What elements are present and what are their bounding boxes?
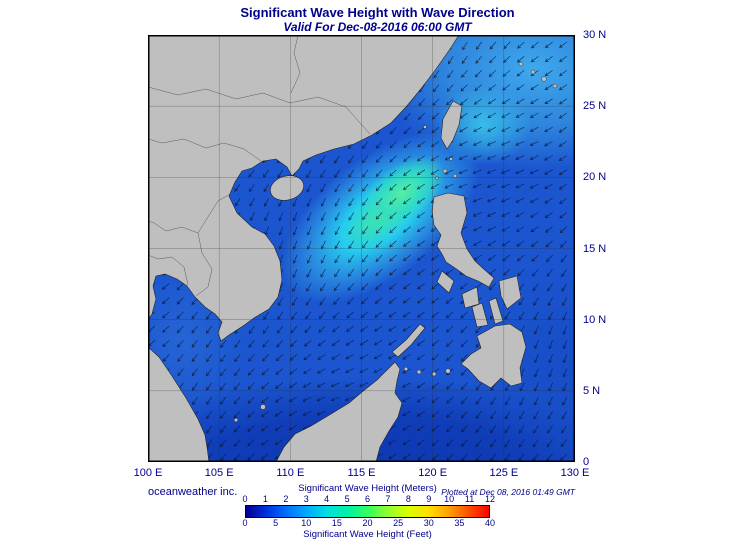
land-palawan [391,323,426,358]
colorbar-meters-tick: 7 [385,494,391,504]
plotted-timestamp: Plotted at Dec 08, 2016 01:49 GMT [441,487,575,497]
land-mainland-asia [148,35,460,342]
colorbar-meters-tick: 0 [242,494,248,504]
colorbar-meters-tick: 8 [405,494,411,504]
x-axis-tick-label: 130 E [560,467,590,479]
y-axis: 30 N 25 N 20 N 15 N 10 N 5 N 0 [583,29,628,468]
small-islands [233,61,558,423]
land-borneo [275,361,403,462]
colorbar-meters-tick: 6 [364,494,371,504]
colorbar-feet-tick: 0 [242,518,248,528]
land-mindoro [436,270,455,294]
grid-lines [148,35,575,462]
y-axis-tick-label: 15 N [583,242,607,255]
x-axis-tick-label: 120 E [418,467,448,479]
x-axis: 100 E 105 E 110 E 115 E 120 E 125 E 130 E [134,467,590,481]
colorbar-feet-ticks: 0 5 10 15 20 25 30 35 40 [242,518,495,529]
credit-text: oceanweather inc. [148,486,238,498]
colorbar-meters-tick: 3 [303,494,309,504]
colorbar-meters-tick: 5 [344,494,350,504]
y-axis-tick-label: 30 N [583,29,607,41]
colorbar-feet-tick: 20 [362,518,373,528]
map-frame [148,35,575,462]
colorbar-meters-tick: 9 [426,494,432,504]
y-axis-tick-label: 5 N [583,384,601,397]
y-axis-tick-label: 20 N [583,171,607,184]
colorbar-feet-tick: 40 [484,518,496,528]
colorbar-feet-tick: 35 [454,518,465,528]
land-malay-peninsula [148,346,210,462]
y-axis-tick-label: 0 [583,456,590,468]
land-taiwan [440,100,463,150]
colorbar-meters-label: Significant Wave Height (Meters) [298,483,437,494]
colorbar-feet-tick: 10 [301,518,312,528]
land-mindanao [460,323,527,389]
page-title: Significant Wave Height with Wave Direct… [240,5,515,20]
x-axis-tick-label: 100 E [133,467,163,479]
map-area [148,35,575,462]
colorbar-meters-tick: 10 [444,494,455,504]
colorbar-meters-tick: 4 [324,494,330,504]
x-axis-tick-label: 125 E [489,467,519,479]
y-axis-tick-label: 10 N [583,313,607,326]
land-samar-leyte [498,275,522,310]
colorbar-meters-tick: 1 [262,494,268,504]
colorbar-gradient [245,505,490,518]
country-borders [148,35,371,297]
land-luzon [431,192,495,288]
x-axis-tick-label: 115 E [347,467,376,479]
valid-time-subtitle: Valid For Dec-08-2016 06:00 GMT [283,20,472,34]
colorbar-meters-ticks: 0 1 2 3 4 5 6 7 8 9 10 11 12 [242,494,495,505]
colorbar-feet-label: Significant Wave Height (Feet) [303,529,432,540]
land-layer [148,35,558,462]
colorbar-meters-tick: 12 [484,494,496,504]
y-axis-tick-label: 25 N [583,100,607,113]
land-cebu [488,297,504,325]
colorbar-meters-tick: 2 [283,494,289,504]
x-axis-tick-label: 105 E [204,467,234,479]
x-axis-tick-label: 110 E [276,467,305,479]
colorbar-meters-tick: 11 [464,494,475,504]
colorbar-feet-tick: 15 [331,518,342,528]
wave-map [148,35,575,462]
colorbar-feet-tick: 30 [423,518,434,528]
colorbar-feet-tick: 5 [273,518,279,528]
land-negros [471,302,489,328]
colorbar-feet-tick: 25 [393,518,404,528]
